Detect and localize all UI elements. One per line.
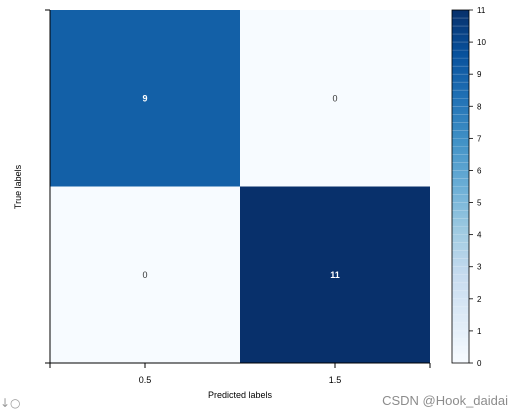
heatmap-cell-labels: 9 0 0 11 [142, 93, 339, 280]
colorbar-tick-label-9: 9 [477, 70, 482, 79]
colorbar [452, 10, 469, 363]
colorbar-tick-label-4: 4 [477, 231, 482, 240]
x-tick-label-1: 1.5 [329, 375, 342, 385]
colorbar-tick-label-11: 11 [477, 6, 486, 15]
watermark: CSDN @Hook_daidai [382, 393, 508, 408]
colorbar-tick-label-2: 2 [477, 295, 482, 304]
cell-value-1-0: 0 [142, 270, 147, 280]
colorbar-frame [451, 9, 470, 364]
colorbar-tick-label-3: 3 [477, 263, 482, 272]
colorbar-level-lines [452, 17, 469, 356]
heatmap-cell-0-0 [50, 10, 240, 187]
x-tick-labels: 0.5 1.5 [139, 363, 342, 385]
corner-glyph: ↓○ [0, 396, 21, 410]
heatmap-cell-1-0 [50, 186, 240, 363]
cell-value-0-1: 0 [332, 93, 337, 103]
heatmap-cell-1-1 [240, 186, 430, 363]
colorbar-tick-label-6: 6 [477, 166, 482, 175]
heatmap-cell-0-1 [240, 10, 430, 187]
heatmap-cells [50, 10, 430, 363]
colorbar-tick-label-8: 8 [477, 102, 482, 111]
heatmap-axes [45, 9, 431, 368]
colorbar-tick-label-10: 10 [477, 38, 486, 47]
x-axis-label: Predicted labels [208, 390, 273, 400]
colorbar-tick-label-1: 1 [477, 327, 482, 336]
x-tick-label-0: 0.5 [139, 375, 152, 385]
cell-value-1-1: 11 [330, 270, 340, 280]
colorbar-tick-label-7: 7 [477, 134, 482, 143]
y-axis-label: True labels [13, 164, 23, 209]
colorbar-tick-label-0: 0 [477, 359, 482, 368]
colorbar-tick-label-5: 5 [477, 199, 482, 208]
colorbar-ticks: 0 1 2 3 4 5 6 7 8 9 10 11 [469, 6, 486, 368]
cell-value-0-0: 9 [142, 93, 147, 103]
